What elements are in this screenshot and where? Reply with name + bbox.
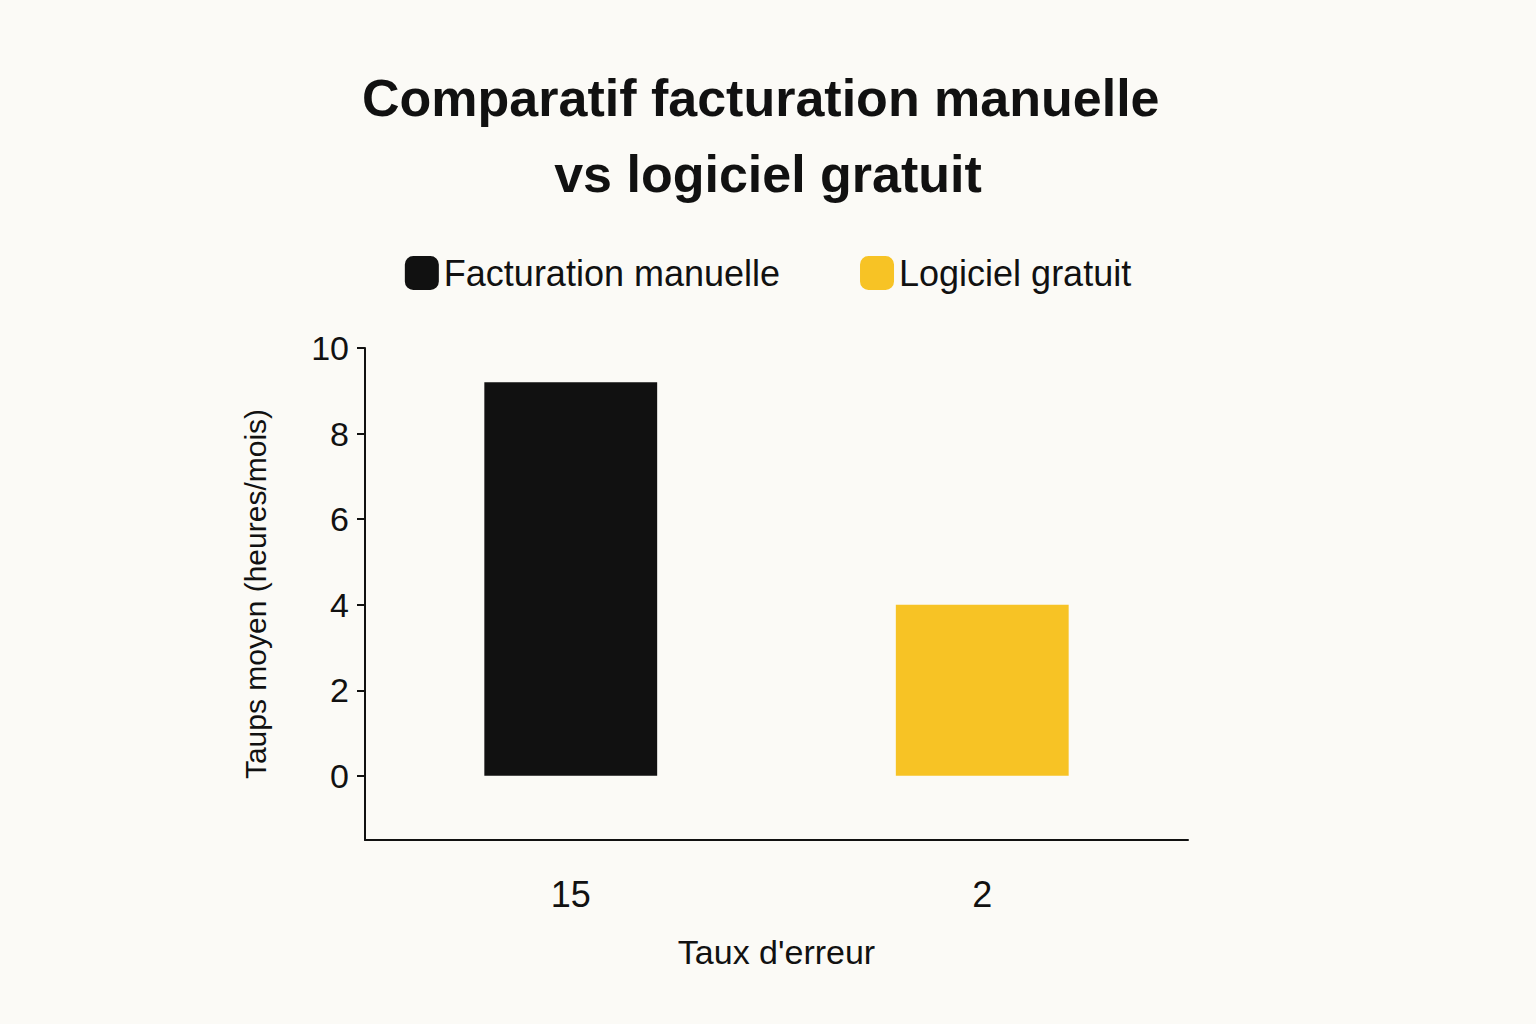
svg-text:0: 0 bbox=[330, 757, 349, 795]
svg-text:Logiciel gratuit: Logiciel gratuit bbox=[899, 253, 1131, 294]
svg-text:6: 6 bbox=[330, 500, 349, 538]
svg-text:2: 2 bbox=[330, 671, 349, 709]
svg-text:8: 8 bbox=[330, 415, 349, 453]
svg-text:Taups moyen (heures/mois): Taups moyen (heures/mois) bbox=[239, 409, 272, 779]
svg-text:10: 10 bbox=[311, 329, 349, 367]
svg-text:Facturation manuelle: Facturation manuelle bbox=[444, 253, 780, 294]
svg-text:2: 2 bbox=[972, 874, 992, 915]
svg-text:Comparatif facturation manuell: Comparatif facturation manuelle bbox=[362, 69, 1174, 127]
svg-text:Taux d'erreur: Taux d'erreur bbox=[678, 933, 875, 971]
svg-text:4: 4 bbox=[330, 586, 349, 624]
svg-text:15: 15 bbox=[551, 874, 591, 915]
svg-text:vs logiciel gratuit: vs logiciel gratuit bbox=[554, 145, 982, 203]
